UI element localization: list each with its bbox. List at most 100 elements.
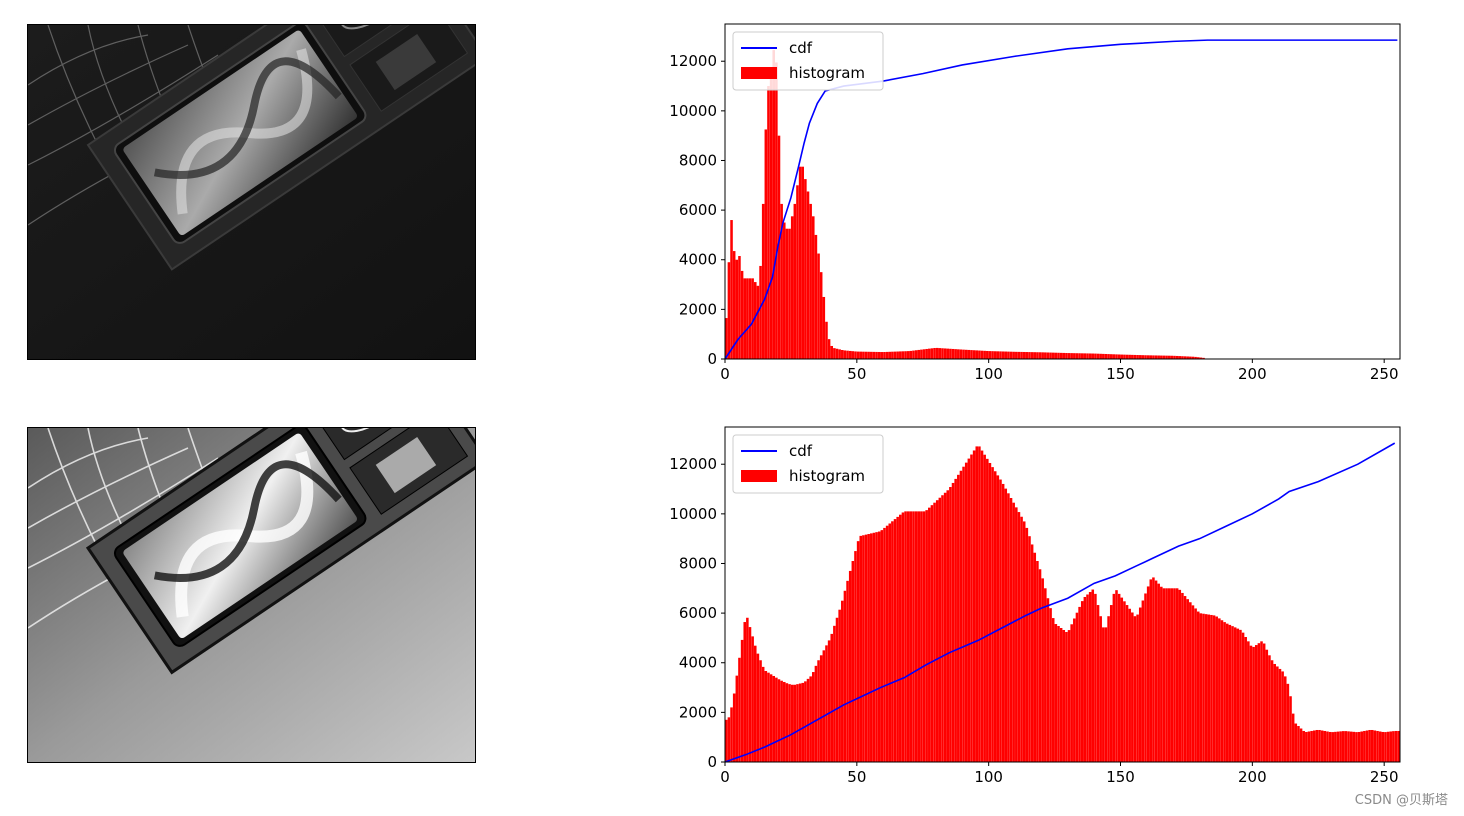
histogram-bar: [1033, 552, 1037, 762]
histogram-bar: [943, 492, 947, 762]
histogram-bar: [1088, 592, 1092, 762]
histogram-bar: [1086, 594, 1089, 762]
legend-patch-swatch: [741, 67, 777, 79]
histogram-bar: [951, 348, 955, 359]
histogram-bar: [1276, 666, 1279, 762]
histogram-bar: [1102, 627, 1105, 762]
histogram-bar: [1028, 352, 1031, 359]
histogram-bar: [888, 523, 892, 762]
histogram-bar: [1065, 631, 1068, 762]
legend-label: cdf: [789, 442, 813, 460]
histogram-bar: [1310, 730, 1313, 762]
histogram-bar: [1107, 354, 1110, 359]
histogram-bar: [830, 345, 834, 359]
histogram-bar: [1120, 354, 1124, 359]
histogram-bar: [1189, 356, 1192, 359]
histogram-bar: [1099, 353, 1102, 359]
histogram-bar: [1141, 355, 1145, 359]
histogram-bar: [1083, 596, 1087, 762]
histogram-bar: [1336, 731, 1340, 762]
histogram-bar: [1025, 527, 1029, 762]
histogram-bar: [843, 590, 847, 762]
histogram-bar: [964, 462, 968, 762]
histogram-bar: [814, 665, 818, 762]
histogram-bar: [754, 645, 757, 762]
histogram-bar: [1363, 730, 1366, 762]
histogram-bar: [930, 348, 934, 359]
histogram-bar: [838, 349, 841, 359]
histogram-bar: [767, 86, 770, 359]
histogram-bar: [980, 450, 984, 762]
histogram-bar: [780, 203, 783, 359]
histogram-bar: [1104, 353, 1108, 359]
histogram-bar: [885, 351, 889, 359]
histogram-bar: [798, 166, 802, 359]
histogram-bar: [999, 351, 1002, 359]
histogram-bar: [830, 633, 834, 762]
histogram-bar: [1099, 616, 1102, 762]
histogram-bar: [996, 475, 1000, 762]
histogram-bar: [783, 681, 786, 762]
histogram-bar: [1149, 579, 1153, 762]
histogram-bar: [1260, 641, 1263, 762]
histogram-bar: [827, 640, 831, 762]
histogram-bar: [1162, 355, 1166, 359]
histogram-bar: [1378, 731, 1382, 762]
histogram-bar: [1049, 608, 1052, 762]
histogram-bar: [838, 609, 841, 762]
histogram-bar: [843, 350, 847, 359]
x-tick-label: 150: [1106, 768, 1135, 786]
histogram-bar: [1096, 353, 1100, 359]
histogram-bar: [825, 321, 828, 359]
histogram-bar: [738, 256, 741, 359]
x-tick-label: 50: [847, 768, 866, 786]
histogram-bar: [1017, 512, 1021, 762]
histogram-bar: [1138, 355, 1142, 359]
histogram-bar: [1120, 597, 1124, 762]
histogram-bar: [862, 535, 865, 762]
histogram-bar: [793, 203, 797, 359]
histogram-bar: [1307, 731, 1311, 762]
histogram-bar: [1283, 676, 1287, 762]
histogram-bar: [1210, 614, 1213, 762]
histogram-bar: [1257, 643, 1261, 762]
histogram-bar: [1102, 353, 1105, 359]
histogram-bar: [1046, 352, 1050, 359]
histogram-bar: [738, 657, 741, 762]
histogram-bar: [870, 533, 873, 762]
histogram-bar: [754, 282, 757, 359]
histogram-bar: [1204, 614, 1208, 762]
histogram-bar: [854, 351, 857, 359]
histogram-bar: [1339, 731, 1342, 762]
histogram-bar: [1344, 731, 1348, 762]
histogram-bar: [1247, 641, 1250, 762]
histogram-bar: [1186, 599, 1189, 762]
histogram-bar: [1038, 569, 1042, 762]
histogram-bar: [1062, 629, 1066, 762]
histogram-bar: [748, 627, 752, 762]
histogram-bar: [751, 278, 754, 359]
histogram-bar: [1233, 627, 1237, 762]
histogram-bar: [1297, 726, 1300, 762]
histogram-bar: [1020, 516, 1023, 762]
histogram-bar: [1152, 355, 1155, 359]
histogram-bar: [1160, 586, 1163, 762]
histogram-bar: [1252, 646, 1255, 762]
histogram-bar: [899, 351, 902, 359]
histogram-bar: [1162, 588, 1166, 762]
histogram-bar: [962, 466, 965, 762]
histogram-bar: [764, 671, 768, 762]
histogram-bar: [993, 471, 997, 762]
histogram-bar: [730, 220, 733, 359]
y-tick-label: 8000: [679, 554, 717, 572]
histogram-bar: [1320, 730, 1324, 762]
histogram-bar: [1268, 655, 1271, 762]
histogram-bar: [1326, 731, 1329, 762]
histogram-bar: [1104, 627, 1108, 762]
y-tick-label: 10000: [669, 505, 717, 523]
histogram-bar: [1086, 353, 1089, 359]
histogram-bar: [959, 349, 963, 359]
histogram-bar: [1030, 544, 1034, 762]
histogram-bar: [1146, 355, 1150, 359]
histogram-bar: [946, 490, 950, 762]
